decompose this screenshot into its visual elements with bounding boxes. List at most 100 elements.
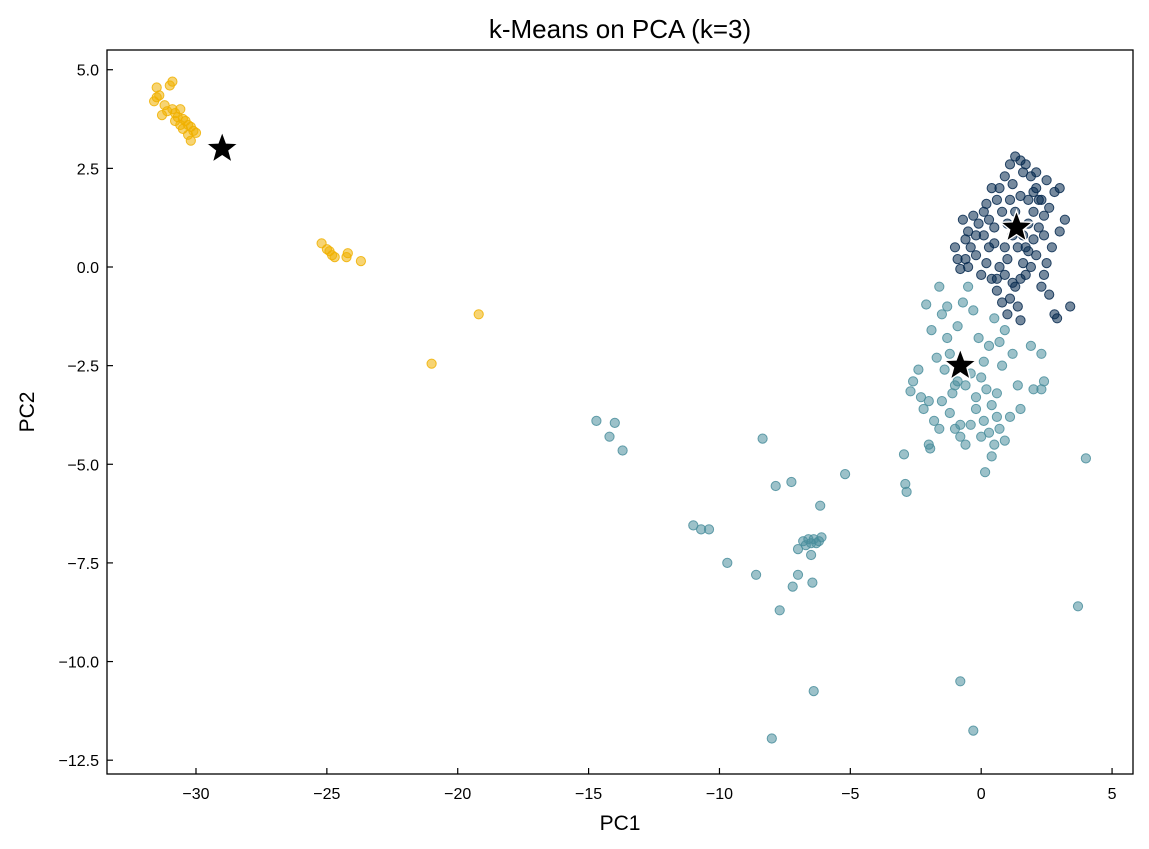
- cluster-2-point: [1004, 194, 1016, 205]
- cluster-1-point: [905, 386, 916, 397]
- cluster-1-point: [973, 332, 984, 344]
- cluster-2-point: [1054, 183, 1065, 194]
- cluster-1-point: [976, 372, 987, 383]
- cluster-2-point: [991, 194, 1003, 205]
- y-axis: 5.0 2.5 0.0 −2.5 −5.0 −7.5 −10.0 −12.5: [59, 63, 113, 770]
- cluster-1-point: [808, 686, 819, 697]
- cluster-2-point: [1023, 194, 1034, 205]
- cluster-1-point: [936, 396, 948, 407]
- cluster-1-point: [955, 676, 966, 687]
- cluster-2-point: [1046, 242, 1058, 253]
- cluster-1-point: [591, 415, 602, 426]
- cluster-2-point: [1041, 175, 1052, 186]
- cluster-1-point: [976, 431, 987, 442]
- cluster-1-point: [766, 733, 777, 744]
- centroid-star-marker: [942, 346, 979, 382]
- cluster-1-point: [931, 352, 942, 363]
- plot-frame: [106, 49, 1134, 775]
- cluster-0-point: [473, 309, 484, 320]
- cluster-2-point: [1004, 293, 1016, 304]
- cluster-2-point: [1065, 301, 1076, 312]
- y-tick-label: 2.5: [77, 161, 99, 178]
- cluster-2-point: [991, 273, 1003, 284]
- cluster-1-point: [960, 380, 971, 391]
- cluster-2-point: [1031, 167, 1042, 178]
- cluster-1-point: [989, 439, 1000, 450]
- chart-title: k-Means on PCA (k=3): [489, 14, 751, 44]
- cluster-2-point: [968, 210, 979, 221]
- x-tick-label: −5: [841, 786, 859, 803]
- cluster-2-point: [960, 234, 971, 245]
- cluster-1-point: [1072, 601, 1084, 612]
- cluster-2-point: [1025, 261, 1037, 273]
- cluster-1-point: [999, 435, 1010, 446]
- cluster-1-point: [978, 356, 989, 367]
- cluster-1-point: [944, 407, 955, 419]
- cluster-1-point: [994, 423, 1005, 434]
- cluster-2-point: [989, 222, 1000, 233]
- cluster-1-point: [757, 433, 768, 444]
- cluster-1-point: [1025, 340, 1037, 351]
- cluster-1-point: [816, 532, 827, 543]
- cluster-2-point: [957, 214, 969, 225]
- centroid-star-marker: [204, 129, 241, 165]
- cluster-2-point: [1012, 301, 1023, 312]
- cluster-2-point: [1038, 269, 1050, 280]
- cluster-1-point: [1007, 348, 1018, 359]
- cluster-1-point: [934, 423, 945, 434]
- cluster-1-point: [934, 281, 945, 292]
- cluster-1-point: [1036, 348, 1047, 359]
- cluster-1-point: [942, 332, 953, 344]
- cluster-0-point: [183, 129, 194, 140]
- cluster-1-point: [751, 569, 762, 580]
- cluster-1-point: [968, 725, 979, 736]
- cluster-0-point: [341, 252, 352, 263]
- cluster-1-point: [986, 451, 997, 462]
- cluster-1-point: [908, 376, 919, 387]
- cluster-2-point: [1044, 289, 1055, 300]
- cluster-2-point: [981, 258, 992, 269]
- cluster-2-point: [965, 242, 976, 253]
- cluster-2-point: [978, 206, 989, 217]
- x-axis: −30 −25 −20 −15 −10 −5 0 5: [182, 768, 1117, 803]
- cluster-0-point: [170, 115, 181, 127]
- cluster-1-point: [688, 520, 699, 531]
- cluster-1-point: [1036, 384, 1047, 395]
- cluster-1-point: [604, 431, 615, 442]
- cluster-1-point: [806, 549, 817, 561]
- point-layer: [149, 76, 1092, 744]
- cluster-0-point: [355, 256, 366, 267]
- cluster-1-point: [965, 419, 976, 430]
- cluster-1-point: [997, 360, 1008, 371]
- cluster-1-point: [955, 431, 966, 442]
- cluster-1-point: [929, 415, 940, 426]
- cluster-2-point: [1033, 222, 1044, 233]
- cluster-1-point: [774, 605, 785, 616]
- y-tick-label: −7.5: [67, 556, 99, 573]
- cluster-2-point: [989, 238, 1000, 249]
- y-axis-label: PC2: [16, 392, 39, 433]
- cluster-2-point: [994, 261, 1005, 273]
- cluster-0-point: [151, 92, 162, 103]
- cluster-1-point: [918, 403, 929, 415]
- cluster-1-point: [968, 305, 979, 316]
- cluster-2-point: [970, 250, 982, 261]
- cluster-2-point: [997, 297, 1008, 308]
- x-tick-label: −15: [575, 786, 602, 803]
- cluster-1-point: [901, 486, 912, 497]
- cluster-1-point: [1015, 403, 1026, 415]
- cluster-1-point: [983, 340, 995, 351]
- cluster-1-point: [925, 443, 936, 454]
- cluster-2-point: [1054, 226, 1065, 237]
- cluster-1-point: [936, 309, 948, 320]
- cluster-2-point: [1036, 281, 1047, 292]
- cluster-0-point: [426, 358, 437, 369]
- cluster-1-point: [770, 480, 781, 492]
- cluster-1-point: [991, 411, 1003, 422]
- cluster-1-point: [991, 388, 1003, 399]
- cluster-0-point: [167, 76, 178, 87]
- cluster-1-point: [913, 364, 924, 375]
- y-tick-label: 5.0: [77, 63, 99, 80]
- x-tick-label: −25: [313, 786, 340, 803]
